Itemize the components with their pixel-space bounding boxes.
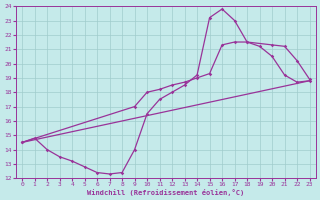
X-axis label: Windchill (Refroidissement éolien,°C): Windchill (Refroidissement éolien,°C) (87, 189, 244, 196)
